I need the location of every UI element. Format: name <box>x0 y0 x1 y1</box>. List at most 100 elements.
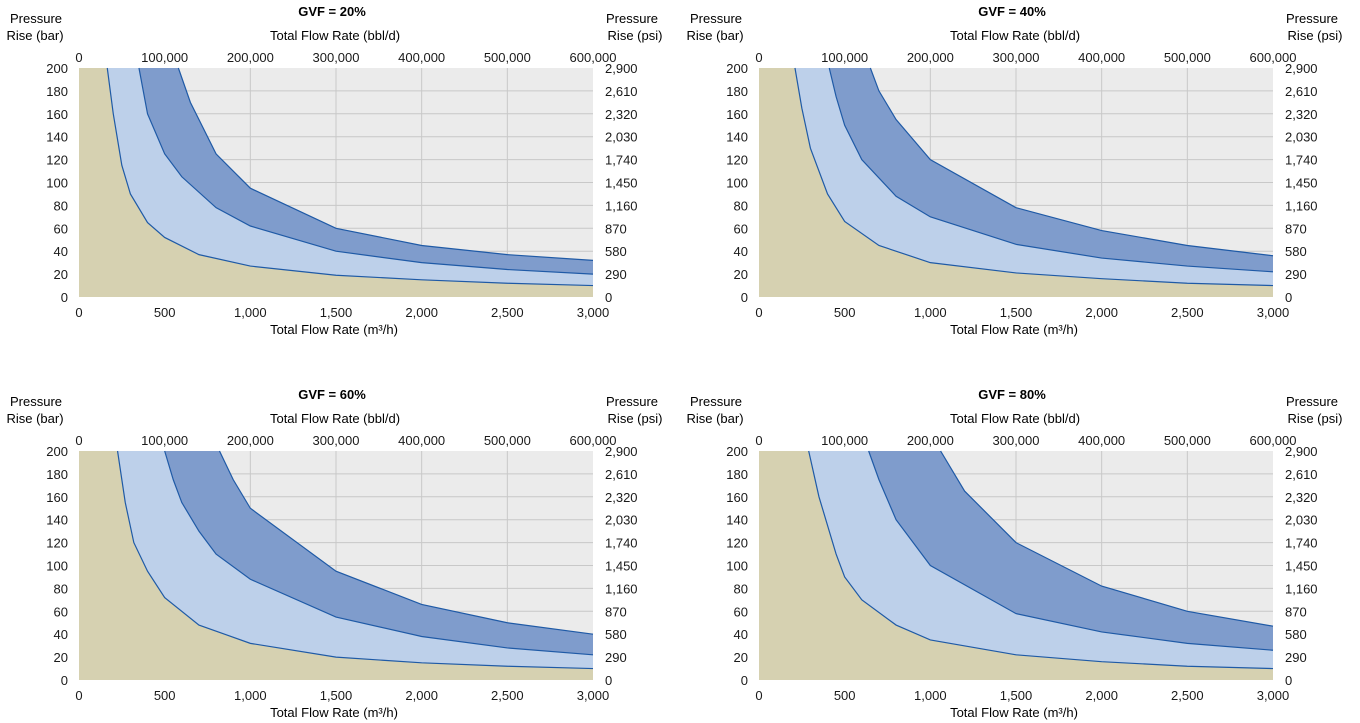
x-tick-label: 2,500 <box>491 688 524 703</box>
boundary-curve-1 <box>106 67 594 287</box>
y-tick-label: 0 <box>741 673 748 688</box>
operating-zone-lower <box>79 451 593 680</box>
y2-tick-label: 290 <box>1285 267 1307 282</box>
x-tick-label: 3,000 <box>577 688 610 703</box>
y2-axis-label-line1: Pressure <box>1286 11 1338 26</box>
x-tick-label: 1,000 <box>234 688 267 703</box>
y-tick-label: 100 <box>726 176 748 191</box>
y-tick-label: 20 <box>734 650 748 665</box>
x-tick-label: 3,000 <box>577 305 610 320</box>
y-tick-label: 120 <box>46 536 68 551</box>
y2-tick-label: 1,740 <box>1285 536 1318 551</box>
chart-title: GVF = 60% <box>298 387 366 402</box>
boundary-curve-3 <box>218 450 594 635</box>
y-tick-label: 40 <box>54 244 68 259</box>
x-axis-label: Total Flow Rate (m³/h) <box>950 322 1078 337</box>
x-tick-label: 500 <box>834 688 856 703</box>
y-axis-label-line2: Rise (bar) <box>686 411 743 426</box>
boundary-curve-1 <box>808 450 1274 670</box>
chart-title: GVF = 80% <box>978 387 1046 402</box>
y-tick-label: 0 <box>741 290 748 305</box>
x2-tick-label: 300,000 <box>313 50 360 65</box>
y2-tick-label: 2,900 <box>1285 61 1318 76</box>
y2-tick-label: 2,320 <box>1285 107 1318 122</box>
boundary-curve-3 <box>177 67 594 261</box>
y2-tick-label: 870 <box>1285 221 1307 236</box>
x2-tick-label: 500,000 <box>1164 433 1211 448</box>
x-tick-label: 2,000 <box>1085 305 1118 320</box>
x-tick-label: 2,000 <box>405 305 438 320</box>
boundary-curve-2 <box>138 67 594 275</box>
x2-tick-label: 0 <box>755 50 762 65</box>
chart-title: GVF = 40% <box>978 4 1046 19</box>
y2-tick-label: 290 <box>1285 650 1307 665</box>
y2-tick-label: 0 <box>1285 673 1292 688</box>
x2-tick-label: 600,000 <box>1250 433 1297 448</box>
y2-tick-label: 2,900 <box>605 444 638 459</box>
x2-tick-label: 200,000 <box>227 50 274 65</box>
x2-tick-label: 300,000 <box>993 433 1040 448</box>
y-tick-label: 100 <box>726 559 748 574</box>
y-tick-label: 0 <box>61 673 68 688</box>
y-tick-label: 180 <box>46 84 68 99</box>
x-tick-label: 3,000 <box>1257 688 1290 703</box>
y-tick-label: 180 <box>46 467 68 482</box>
y2-tick-label: 1,740 <box>1285 153 1318 168</box>
x-tick-label: 1,000 <box>914 305 947 320</box>
x-tick-label: 1,500 <box>1000 305 1033 320</box>
y-tick-label: 140 <box>726 513 748 528</box>
y-tick-label: 200 <box>46 444 68 459</box>
x2-tick-label: 600,000 <box>570 50 617 65</box>
operating-zone-lower <box>759 451 1273 680</box>
y2-axis-label-line2: Rise (psi) <box>608 411 663 426</box>
y2-tick-label: 2,610 <box>605 467 638 482</box>
x-tick-label: 1,500 <box>320 688 353 703</box>
x2-tick-label: 200,000 <box>227 433 274 448</box>
y2-tick-label: 1,740 <box>605 536 638 551</box>
y2-tick-label: 2,030 <box>605 513 638 528</box>
x2-tick-label: 400,000 <box>398 50 445 65</box>
y-tick-label: 200 <box>726 61 748 76</box>
y2-axis-label-line1: Pressure <box>606 394 658 409</box>
x2-tick-label: 200,000 <box>907 50 954 65</box>
y-tick-label: 80 <box>54 581 68 596</box>
boundary-curve-1 <box>794 67 1274 287</box>
x2-tick-label: 300,000 <box>313 433 360 448</box>
y-tick-label: 20 <box>54 650 68 665</box>
y-tick-label: 80 <box>54 198 68 213</box>
operating-zone-lower <box>759 68 1273 297</box>
y2-tick-label: 2,030 <box>605 130 638 145</box>
y-tick-label: 140 <box>46 513 68 528</box>
x2-tick-label: 400,000 <box>1078 433 1125 448</box>
y2-tick-label: 2,900 <box>605 61 638 76</box>
x2-tick-label: 300,000 <box>993 50 1040 65</box>
y-tick-label: 160 <box>726 107 748 122</box>
y-axis-label-line1: Pressure <box>10 11 62 26</box>
y-tick-label: 200 <box>46 61 68 76</box>
x2-axis-label: Total Flow Rate (bbl/d) <box>950 28 1080 43</box>
x-tick-label: 500 <box>154 305 176 320</box>
y2-axis-label-line2: Rise (psi) <box>1288 28 1343 43</box>
y2-tick-label: 2,900 <box>1285 444 1318 459</box>
y-tick-label: 100 <box>46 176 68 191</box>
y-axis-label-line2: Rise (bar) <box>6 28 63 43</box>
boundary-curve-3 <box>869 67 1274 257</box>
y-tick-label: 140 <box>46 130 68 145</box>
y2-tick-label: 870 <box>1285 604 1307 619</box>
y2-tick-label: 0 <box>605 673 612 688</box>
x-tick-label: 3,000 <box>1257 305 1290 320</box>
y-tick-label: 160 <box>46 107 68 122</box>
x2-tick-label: 600,000 <box>1250 50 1297 65</box>
y2-axis-label-line2: Rise (psi) <box>1288 411 1343 426</box>
x-tick-label: 1,500 <box>320 305 353 320</box>
x2-axis-label: Total Flow Rate (bbl/d) <box>950 411 1080 426</box>
x2-tick-label: 600,000 <box>570 433 617 448</box>
y2-tick-label: 1,160 <box>605 581 638 596</box>
x2-tick-label: 400,000 <box>398 433 445 448</box>
boundary-curve-2 <box>828 67 1274 273</box>
y-tick-label: 120 <box>726 536 748 551</box>
chart-title: GVF = 20% <box>298 4 366 19</box>
boundary-curve-3 <box>940 450 1274 627</box>
